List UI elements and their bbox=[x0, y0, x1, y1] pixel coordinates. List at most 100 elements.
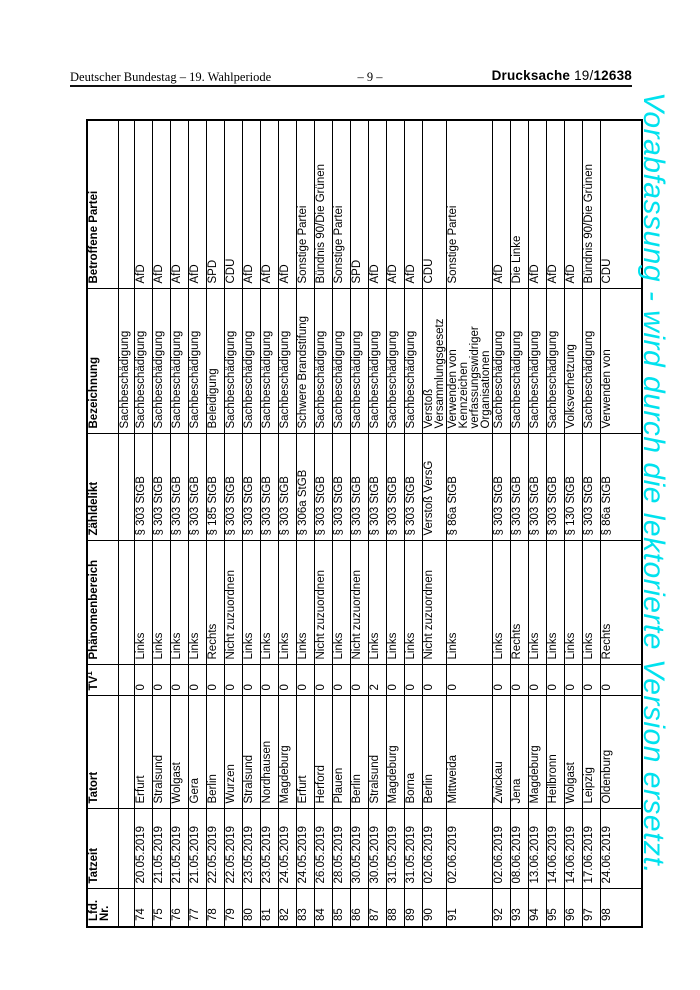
cell-phaenomenbereich: Nicht zuzuordnen bbox=[422, 541, 446, 665]
cell-bezeichnung: Sachbeschädigung bbox=[582, 289, 600, 434]
cell-phaenomenbereich: Links bbox=[278, 541, 296, 665]
cell-tatzeit: 14.06.2019 bbox=[546, 809, 564, 889]
cell-nr: 82 bbox=[278, 889, 296, 927]
tv-footnote-marker: 1 bbox=[87, 671, 94, 675]
cell-bezeichnung: Sachbeschädigung bbox=[170, 289, 188, 434]
cell-zaehldelikt: § 303 StGB bbox=[224, 434, 242, 541]
table-row-76: 76 21.05.2019 Wolgast 0 Links § 303 StGB Sachb… bbox=[170, 120, 188, 927]
cell-zaehldelikt: § 130 StGB bbox=[564, 434, 582, 541]
cell-tatort: Heilbronn bbox=[546, 696, 564, 809]
cell-partei: AfD bbox=[368, 120, 386, 289]
cell-phaenomenbereich: Links bbox=[386, 541, 404, 665]
cell-nr: 83 bbox=[296, 889, 314, 927]
cell-zaehldelikt: § 303 StGB bbox=[314, 434, 332, 541]
cell-tatort: Zwickau bbox=[492, 696, 510, 809]
cell-phaenomenbereich: Nicht zuzuordnen bbox=[314, 541, 332, 665]
cell-partei: Sonstige Partei bbox=[296, 120, 314, 289]
cell-zaehldelikt: § 303 StGB bbox=[188, 434, 206, 541]
cell-tatzeit: 22.05.2019 bbox=[206, 809, 224, 889]
cell-tatzeit: 30.05.2019 bbox=[368, 809, 386, 889]
cell-nr bbox=[118, 889, 134, 927]
cell-bezeichnung: Sachbeschädigung bbox=[368, 289, 386, 434]
cell-tatort: Stralsund bbox=[242, 696, 260, 809]
cell-tatzeit: 17.06.2019 bbox=[582, 809, 600, 889]
cell-nr: 78 bbox=[206, 889, 224, 927]
table-row-97: 97 17.06.2019 Leipzig 0 Links § 303 StGB Sachb… bbox=[582, 120, 600, 927]
cell-nr: 79 bbox=[224, 889, 242, 927]
cell-tatzeit: 13.06.2019 bbox=[528, 809, 546, 889]
cell-bezeichnung: Verwenden von Kennzeichen verfassungswid… bbox=[446, 289, 492, 434]
cell-phaenomenbereich: Links bbox=[170, 541, 188, 665]
cell-nr: 75 bbox=[152, 889, 170, 927]
cell-partei: Bündnis 90/Die Grünen bbox=[314, 120, 332, 289]
cell-phaenomenbereich: Links bbox=[528, 541, 546, 665]
cell-phaenomenbereich: Links bbox=[152, 541, 170, 665]
header-cell-nr: Lfd. Nr. bbox=[87, 889, 118, 927]
table-row-83: 83 24.05.2019 Erfurt 0 Links § 306a StGB Schwe… bbox=[296, 120, 314, 927]
cell-zaehldelikt: Verstoß VersG bbox=[422, 434, 446, 541]
cell-tatzeit: 21.05.2019 bbox=[188, 809, 206, 889]
cell-nr: 93 bbox=[510, 889, 528, 927]
table-row-85: 85 28.05.2019 Plauen 0 Links § 303 StGB Sachbe… bbox=[332, 120, 350, 927]
cell-partei: AfD bbox=[278, 120, 296, 289]
cell-partei: CDU bbox=[224, 120, 242, 289]
cell-bezeichnung: Sachbeschädigung bbox=[242, 289, 260, 434]
table-row-78: 78 22.05.2019 Berlin 0 Rechts § 185 StGB Belei… bbox=[206, 120, 224, 927]
table-row-87: 87 30.05.2019 Stralsund 2 Links § 303 StGB Sac… bbox=[368, 120, 386, 927]
cell-tatzeit: 26.05.2019 bbox=[314, 809, 332, 889]
cell-nr: 96 bbox=[564, 889, 582, 927]
cell-tatzeit: 14.06.2019 bbox=[564, 809, 582, 889]
cell-nr: 77 bbox=[188, 889, 206, 927]
table-row-89: 89 31.05.2019 Borna 0 Links § 303 StGB Sachbes… bbox=[404, 120, 422, 927]
cell-tv: 0 bbox=[152, 665, 170, 696]
cell-phaenomenbereich: Links bbox=[564, 541, 582, 665]
cell-tatzeit: 21.05.2019 bbox=[170, 809, 188, 889]
cell-tatort: Plauen bbox=[332, 696, 350, 809]
cell-nr: 80 bbox=[242, 889, 260, 927]
cell-partei: CDU bbox=[422, 120, 446, 289]
cell-tv: 2 bbox=[368, 665, 386, 696]
table-row-91: 91 02.06.2019 Mittweida 0 Links § 86a StGB Ver… bbox=[446, 120, 492, 927]
cell-tatzeit: 08.06.2019 bbox=[510, 809, 528, 889]
cell-tv: 0 bbox=[134, 665, 152, 696]
cell-tatzeit: 28.05.2019 bbox=[332, 809, 350, 889]
cell-tv: 0 bbox=[582, 665, 600, 696]
cell-tatort: Erfurt bbox=[134, 696, 152, 809]
cell-tatzeit: 23.05.2019 bbox=[242, 809, 260, 889]
header-cell-zaehldelikt: Zähldelikt bbox=[87, 434, 118, 541]
cell-zaehldelikt: § 303 StGB bbox=[582, 434, 600, 541]
table-row-93: 93 08.06.2019 Jena 0 Rechts § 303 StGB Sachbes… bbox=[510, 120, 528, 927]
cell-tatort: Erfurt bbox=[296, 696, 314, 809]
cell-tv: 0 bbox=[170, 665, 188, 696]
cell-tv bbox=[118, 665, 134, 696]
table-row-81: 81 23.05.2019 Nordhausen 0 Links § 303 StGB Sa… bbox=[260, 120, 278, 927]
cell-tatzeit: 22.05.2019 bbox=[224, 809, 242, 889]
cell-phaenomenbereich: Links bbox=[582, 541, 600, 665]
cell-zaehldelikt: § 303 StGB bbox=[260, 434, 278, 541]
cell-zaehldelikt: § 86a StGB bbox=[446, 434, 492, 541]
cell-tv: 0 bbox=[224, 665, 242, 696]
header-cell-tv: TV1 bbox=[87, 665, 118, 696]
cell-zaehldelikt: § 303 StGB bbox=[492, 434, 510, 541]
cell-bezeichnung: Sachbeschädigung bbox=[278, 289, 296, 434]
cell-partei: AfD bbox=[404, 120, 422, 289]
cell-partei: AfD bbox=[152, 120, 170, 289]
cell-partei: AfD bbox=[188, 120, 206, 289]
cell-tv: 0 bbox=[242, 665, 260, 696]
drucksache-number: 12638 bbox=[593, 68, 632, 83]
cell-tatort: Wolgast bbox=[564, 696, 582, 809]
cell-tv: 0 bbox=[314, 665, 332, 696]
cell-tv: 0 bbox=[404, 665, 422, 696]
cell-tatort: Herford bbox=[314, 696, 332, 809]
cell-partei bbox=[118, 120, 134, 289]
cell-bezeichnung: Sachbeschädigung bbox=[510, 289, 528, 434]
cell-bezeichnung: Sachbeschädigung bbox=[188, 289, 206, 434]
cell-phaenomenbereich: Rechts bbox=[510, 541, 528, 665]
cell-tatort: Mittweida bbox=[446, 696, 492, 809]
incidents-table: Lfd. Nr.TatzeitTatortTV1PhänomenbereichZ… bbox=[86, 119, 643, 928]
cell-tv: 0 bbox=[492, 665, 510, 696]
cell-phaenomenbereich: Links bbox=[260, 541, 278, 665]
cell-phaenomenbereich: Links bbox=[404, 541, 422, 665]
cell-partei: AfD bbox=[528, 120, 546, 289]
cell-tatzeit: 31.05.2019 bbox=[404, 809, 422, 889]
